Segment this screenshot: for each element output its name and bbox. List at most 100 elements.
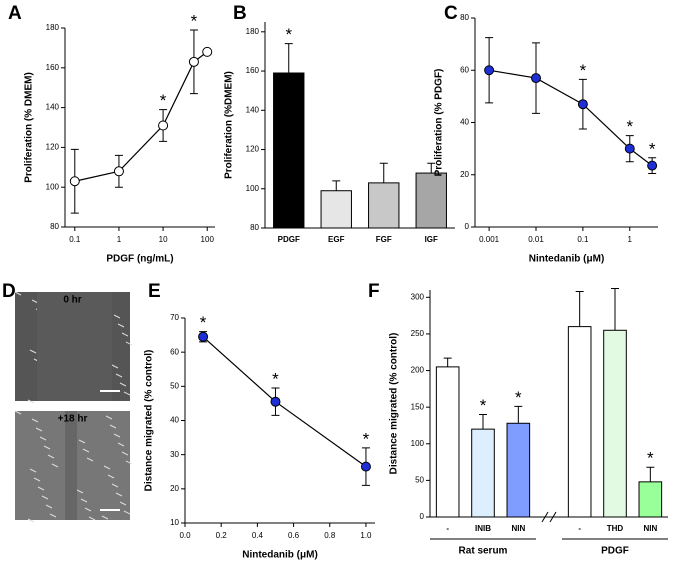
point: [188, 56, 199, 67]
y-axis-label: Distance migrated (% control): [144, 350, 155, 492]
x-tick-label: 0.0: [179, 531, 191, 540]
x-tick-label: -: [446, 524, 449, 533]
error-bar: [332, 180, 341, 191]
significance: *: [200, 313, 207, 332]
y-tick-label: 80: [50, 222, 59, 231]
y-tick-label: 40: [460, 118, 469, 127]
cell-texture: [82, 448, 90, 453]
cell-texture: [115, 492, 123, 497]
x-tick-label: NIN: [643, 524, 657, 533]
point: [484, 65, 495, 76]
bar: [638, 481, 663, 518]
x-tick-label: 0.01: [528, 235, 544, 244]
y-tick-label: 180: [46, 23, 60, 32]
wound-gap: [65, 411, 77, 520]
x-tick-label: 10: [159, 235, 168, 244]
y-tick-label: 100: [246, 184, 260, 193]
y-tick-label: 70: [170, 313, 179, 322]
y-tick-label: 160: [246, 66, 260, 75]
x-tick-label: THD: [607, 524, 624, 533]
image-caption: +18 hr: [58, 414, 88, 425]
panel-letter: D: [2, 281, 16, 302]
point: [624, 143, 635, 154]
line: [202, 336, 367, 468]
cell-texture: [49, 513, 57, 518]
panel-letter: C: [444, 3, 458, 24]
panel-letter: A: [8, 3, 22, 24]
group-label: PDGF: [601, 546, 629, 557]
cell-texture: [35, 427, 43, 432]
cell-texture: [123, 510, 131, 515]
cell-texture: [14, 410, 22, 415]
point: [113, 166, 124, 177]
cell-texture: [31, 418, 39, 423]
y-tick-label: 80: [460, 13, 469, 22]
x-tick-label: 1: [628, 235, 633, 244]
point: [360, 461, 371, 472]
x-tick-label: 0.001: [479, 235, 500, 244]
bar: [320, 190, 352, 229]
cell-texture: [84, 507, 92, 512]
y-tick-label: 30: [170, 450, 179, 459]
cell-texture: [101, 515, 109, 520]
axis-break: [541, 511, 557, 523]
cell-texture: [80, 498, 88, 503]
point: [69, 176, 80, 187]
y-tick-label: 150: [411, 402, 425, 411]
x-tick-label: PDGF: [278, 235, 300, 244]
cell-texture: [105, 415, 113, 420]
error-bar: [443, 357, 452, 367]
error-bar: [514, 405, 523, 424]
y-tick-label: 60: [170, 347, 179, 356]
error-bar: [646, 466, 655, 482]
cell-texture: [109, 424, 117, 429]
cell-texture: [88, 516, 96, 521]
x-tick-label: IGF: [425, 235, 438, 244]
significance: *: [363, 429, 370, 448]
x-tick-label: 0.2: [216, 531, 228, 540]
y-tick-label: 60: [460, 65, 469, 74]
cell-texture: [119, 382, 127, 387]
bar: [603, 329, 627, 518]
cell-texture: [45, 504, 53, 509]
cell-texture: [121, 451, 129, 456]
y-tick-label: 50: [170, 381, 179, 390]
y-tick-label: 40: [170, 416, 179, 425]
cell-texture: [33, 477, 41, 482]
y-axis-label: Proliferation (% DMEM): [24, 72, 35, 183]
y-tick-label: 250: [411, 329, 425, 338]
line: [74, 51, 208, 182]
cell-texture: [27, 399, 35, 404]
bar: [567, 326, 592, 518]
cell-texture: [86, 457, 94, 462]
cell-texture: [78, 439, 86, 444]
bar: [415, 172, 447, 229]
error-bar: [379, 162, 388, 183]
x-tick-label: 1: [117, 235, 122, 244]
y-tick-label: 0: [465, 222, 470, 231]
cell-texture: [29, 468, 37, 473]
y-axis-label: Distance migrated (% control): [389, 333, 400, 475]
x-tick-label: 0.6: [288, 531, 300, 540]
cell-texture: [47, 454, 55, 459]
cell-texture: [43, 445, 51, 450]
cell-texture: [117, 323, 125, 328]
y-axis-label: Proliferation (%DMEM): [224, 71, 235, 179]
bar: [435, 366, 460, 518]
group-label: Rat serum: [459, 546, 508, 557]
x-tick-label: 0.1: [69, 235, 81, 244]
x-tick-label: NIN: [511, 524, 525, 533]
bar: [506, 422, 531, 518]
y-tick-label: 140: [46, 103, 60, 112]
panel-letter: B: [233, 3, 247, 24]
significance: *: [626, 117, 633, 136]
cell-texture: [107, 474, 115, 479]
x-axis-label: Nintedanib (μM): [242, 550, 318, 561]
x-tick-label: 0.1: [577, 235, 589, 244]
point: [531, 73, 541, 84]
y-tick-label: 160: [46, 63, 60, 72]
cell-texture: [111, 483, 119, 488]
point: [577, 99, 588, 110]
y-tick-label: 20: [460, 170, 469, 179]
cell-texture: [51, 463, 59, 468]
